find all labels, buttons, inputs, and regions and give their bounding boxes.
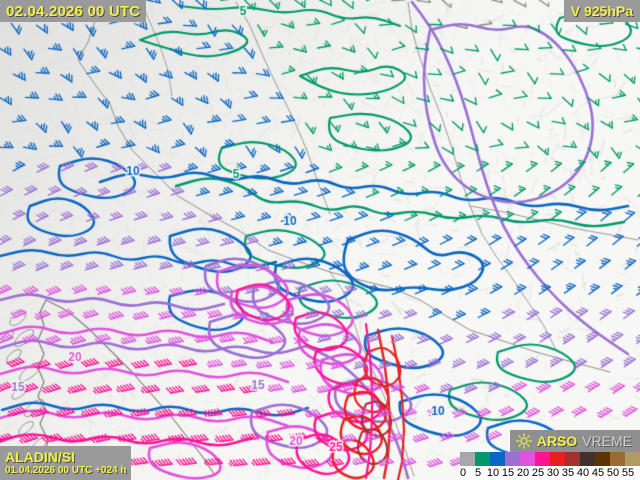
- legend-swatch-50: [610, 452, 625, 466]
- legend-tick-5: 5: [474, 467, 482, 479]
- legend-tick-45: 45: [591, 467, 605, 479]
- legend-tick-row: 0 5 10 15 20 25 30 35 40 45 50 55: [460, 466, 640, 480]
- legend-swatch-40: [580, 452, 595, 466]
- agency-banner: ARSO VREME: [509, 430, 640, 452]
- legend-swatch-25: [535, 452, 550, 466]
- legend-swatch-10: [490, 452, 505, 466]
- valid-time-label: 02.04.2026 00 UTC: [6, 2, 141, 20]
- level-banner: V 925hPa: [563, 0, 640, 22]
- legend-swatch-30: [550, 452, 565, 466]
- legend-tick-55: 55: [621, 467, 635, 479]
- legend-tick-25: 25: [531, 467, 545, 479]
- model-banner: ALADIN/SI 01.04.2026 00 UTC +024 h: [0, 446, 132, 480]
- legend-swatch-15: [505, 452, 520, 466]
- legend-tick-10: 10: [486, 467, 500, 479]
- legend-tick-0: 0: [459, 467, 467, 479]
- legend-swatch-55: [625, 452, 640, 466]
- level-label: V 925hPa: [570, 3, 633, 19]
- legend-tick-20: 20: [516, 467, 530, 479]
- legend-tick-50: 50: [606, 467, 620, 479]
- legend-tick-15: 15: [501, 467, 515, 479]
- model-run-label: 01.04.2026 00 UTC +024 h: [5, 464, 127, 476]
- legend-swatch-45: [595, 452, 610, 466]
- legend-tick-30: 30: [546, 467, 560, 479]
- legend-swatch-5: [475, 452, 490, 466]
- sun-icon: [515, 433, 532, 449]
- agency-sub-label: VREME: [582, 433, 632, 449]
- model-name-label: ALADIN/SI: [5, 448, 75, 465]
- legend-tick-40: 40: [576, 467, 590, 479]
- legend-swatch-20: [520, 452, 535, 466]
- wind-speed-legend: 0 5 10 15 20 25 30 35 40 45 50 55: [460, 452, 640, 480]
- legend-swatch-35: [565, 452, 580, 466]
- valid-time-banner: 02.04.2026 00 UTC: [0, 0, 147, 22]
- legend-swatch-row: [460, 452, 640, 466]
- agency-name-label: ARSO: [536, 433, 578, 449]
- legend-tick-35: 35: [561, 467, 575, 479]
- legend-swatch-0: [460, 452, 475, 466]
